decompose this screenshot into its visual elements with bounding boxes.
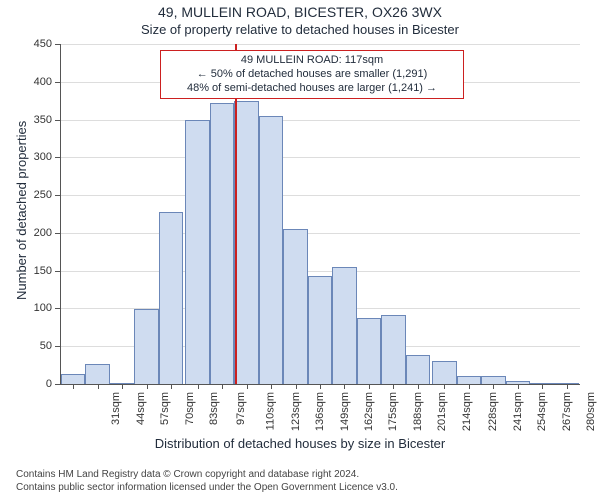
x-tick-label: 162sqm (363, 392, 375, 431)
y-axis-label: Number of detached properties (14, 121, 29, 300)
histogram-bar (308, 276, 332, 384)
x-tick-label: 175sqm (388, 392, 400, 431)
x-tick-label: 214sqm (461, 392, 473, 431)
grid-line (60, 271, 580, 272)
histogram-bar (259, 116, 283, 384)
x-tick-label: 70sqm (184, 392, 196, 425)
annotation-box: 49 MULLEIN ROAD: 117sqm← 50% of detached… (160, 50, 464, 99)
histogram-bar (381, 315, 405, 385)
x-tick-label: 280sqm (585, 392, 597, 431)
annotation-line-1: 49 MULLEIN ROAD: 117sqm (167, 54, 457, 68)
y-axis-line (60, 44, 61, 384)
grid-line (60, 157, 580, 158)
annotation-line-3: 48% of semi-detached houses are larger (… (167, 82, 457, 96)
histogram-bar (61, 374, 85, 384)
y-tick-label: 400 (12, 76, 52, 88)
x-tick-label: 267sqm (561, 392, 573, 431)
grid-line (60, 120, 580, 121)
x-tick-label: 228sqm (487, 392, 499, 431)
grid-line (60, 195, 580, 196)
x-tick-label: 44sqm (135, 392, 147, 425)
histogram-bar (457, 376, 481, 384)
x-tick-label: 254sqm (536, 392, 548, 431)
y-tick-label: 450 (12, 38, 52, 50)
chart-title: 49, MULLEIN ROAD, BICESTER, OX26 3WX (0, 4, 600, 20)
x-tick-label: 57sqm (159, 392, 171, 425)
chart-container: 49, MULLEIN ROAD, BICESTER, OX26 3WX Siz… (0, 0, 600, 500)
x-tick-label: 97sqm (235, 392, 247, 425)
x-tick-label: 31sqm (110, 392, 122, 425)
y-tick-label: 50 (12, 340, 52, 352)
x-tick-label: 188sqm (412, 392, 424, 431)
histogram-bar (481, 376, 505, 384)
histogram-bar (134, 309, 158, 384)
histogram-bar (357, 318, 381, 384)
source-text: Contains HM Land Registry data © Crown c… (16, 468, 398, 494)
plot-area: 05010015020025030035040045031sqm44sqm57s… (60, 44, 580, 384)
y-tick-label: 0 (12, 378, 52, 390)
histogram-bar (332, 267, 356, 384)
annotation-line-2: ← 50% of detached houses are smaller (1,… (167, 68, 457, 82)
x-axis-line (60, 384, 580, 385)
histogram-bar (159, 212, 183, 384)
x-tick-label: 123sqm (290, 392, 302, 431)
x-tick-label: 136sqm (314, 392, 326, 431)
histogram-bar (406, 355, 430, 384)
x-tick-label: 83sqm (208, 392, 220, 425)
y-tick-label: 100 (12, 302, 52, 314)
histogram-bar (210, 103, 234, 384)
histogram-bar (185, 120, 209, 384)
source-line-1: Contains HM Land Registry data © Crown c… (16, 468, 398, 481)
x-tick-label: 149sqm (339, 392, 351, 431)
x-tick-label: 241sqm (512, 392, 524, 431)
histogram-bar (85, 364, 109, 384)
source-line-2: Contains public sector information licen… (16, 481, 398, 494)
x-axis-label: Distribution of detached houses by size … (0, 436, 600, 451)
histogram-bar (283, 229, 307, 384)
grid-line (60, 233, 580, 234)
x-tick-label: 110sqm (264, 392, 276, 430)
chart-subtitle: Size of property relative to detached ho… (0, 22, 600, 37)
histogram-bar (234, 101, 258, 384)
grid-line (60, 44, 580, 45)
x-tick-label: 201sqm (437, 392, 449, 431)
histogram-bar (432, 361, 456, 384)
